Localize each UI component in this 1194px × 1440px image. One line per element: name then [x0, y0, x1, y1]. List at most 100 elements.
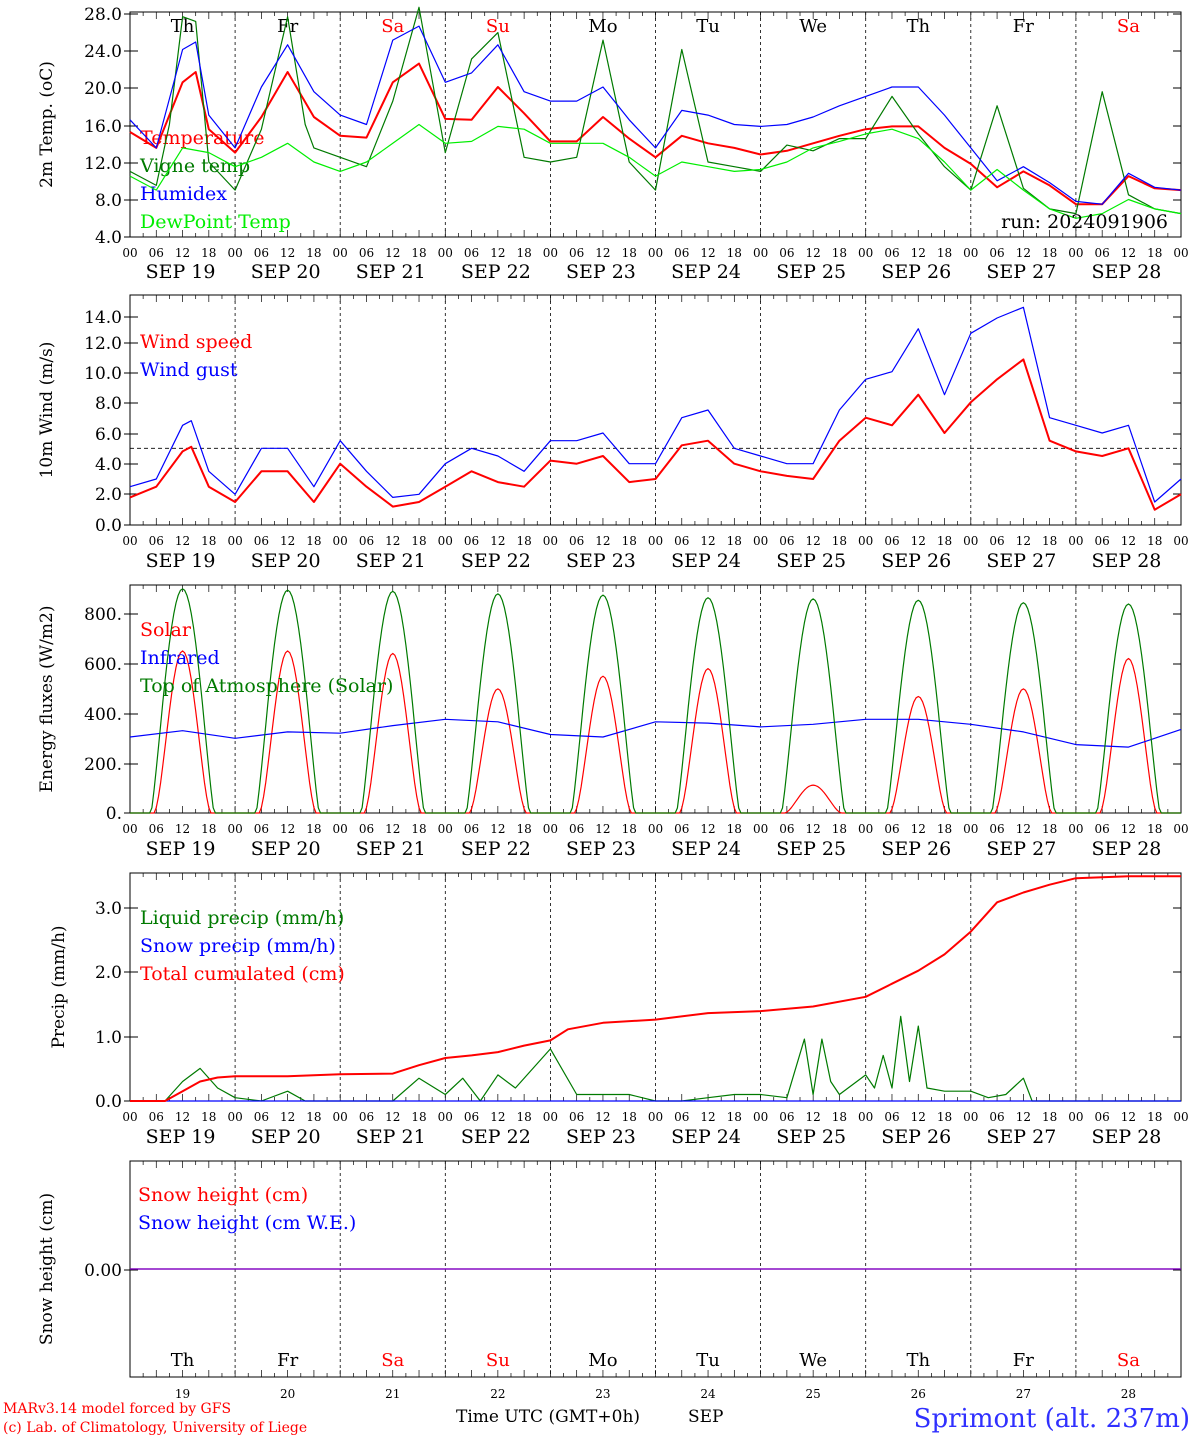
panel-energy: 0. 200. 400. 600. 800. Energy fluxes (W/m2) 00…	[37, 584, 1189, 860]
hour-tick-label: 18	[937, 822, 952, 836]
hour-tick-label: 12	[1121, 822, 1136, 836]
weekday-label: Tu	[696, 1350, 720, 1371]
hour-tick-label: 12	[490, 534, 505, 548]
hour-tick-label: 06	[359, 822, 374, 836]
hour-tick-label: 12	[595, 822, 610, 836]
hour-tick-label: 12	[1121, 1110, 1136, 1124]
weekday-label: We	[799, 1350, 827, 1371]
date-label: SEP 25	[776, 550, 846, 572]
legend-entry: DewPoint Temp	[140, 211, 291, 233]
hour-tick-label: 12	[1121, 534, 1136, 548]
hour-tick-label: 06	[569, 822, 584, 836]
hour-tick-label: 18	[1042, 246, 1057, 260]
y-tick-label: 12.0	[84, 154, 122, 174]
hour-tick-label: 18	[411, 246, 426, 260]
y-tick-label: 4.0	[95, 228, 122, 248]
y-axis-label: Precip (mm/h)	[49, 925, 69, 1048]
series-line-vigne-temp	[129, 6, 1182, 215]
date-label: SEP 24	[671, 550, 741, 572]
hour-tick-label: 06	[779, 246, 794, 260]
hour-tick-label: 12	[280, 246, 295, 260]
hour-tick-label: 18	[516, 1110, 531, 1124]
hour-tick-label: 00	[648, 534, 663, 548]
legend-entry: Snow height (cm)	[138, 1184, 308, 1206]
y-tick-label: 20.0	[84, 79, 122, 99]
date-label: SEP 28	[1092, 261, 1162, 283]
y-tick-label: 6.0	[95, 425, 122, 445]
hour-tick-label: 12	[385, 822, 400, 836]
hour-tick-label: 00	[648, 246, 663, 260]
weekday-label: Sa	[1117, 1350, 1140, 1371]
hour-tick-label: 00	[963, 534, 978, 548]
hour-tick-label: 06	[1095, 534, 1110, 548]
hour-tick-label: 06	[359, 534, 374, 548]
hour-tick-label: 18	[1147, 246, 1162, 260]
date-label: SEP 20	[251, 838, 321, 860]
series-line-top-of-atmosphere-solar-	[130, 588, 1181, 814]
month-label: SEP	[688, 1407, 724, 1427]
hour-tick-label: 06	[1095, 1110, 1110, 1124]
hour-tick-label: 18	[832, 1110, 847, 1124]
hour-tick-label: 06	[674, 246, 689, 260]
date-label: SEP 27	[986, 261, 1056, 283]
y-axis-label: Energy fluxes (W/m2)	[37, 606, 57, 793]
hour-tick-label: 12	[280, 1110, 295, 1124]
legend-entry: Total cumulated (cm)	[140, 963, 345, 985]
y-axis-label: Snow height (cm)	[37, 1193, 57, 1345]
date-label: SEP 20	[251, 1126, 321, 1148]
hour-tick-label: 12	[175, 246, 190, 260]
hour-tick-label: 00	[753, 822, 768, 836]
date-label: SEP 22	[461, 261, 531, 283]
hour-tick-label: 18	[832, 246, 847, 260]
weekday-label: We	[799, 16, 827, 37]
y-axis-label: 10m Wind (m/s)	[37, 342, 57, 479]
y-tick-label: 16.0	[84, 117, 122, 137]
y-tick-label: 10.0	[84, 364, 122, 384]
y-tick-label: 28.0	[84, 5, 122, 25]
hour-tick-label: 12	[700, 822, 715, 836]
y-tick-label: 24.0	[84, 42, 122, 62]
hour-tick-label: 06	[884, 534, 899, 548]
hour-tick-label: 00	[858, 246, 873, 260]
date-label: SEP 23	[566, 1126, 636, 1148]
y-tick-label: 14.0	[84, 308, 122, 328]
hour-tick-label: 06	[464, 246, 479, 260]
y-tick-label: 4.0	[95, 455, 122, 475]
date-label: SEP 19	[146, 1126, 216, 1148]
y-tick-label: 0.0	[95, 516, 122, 536]
hour-tick-label: 00	[1173, 246, 1188, 260]
hour-tick-label: 12	[1016, 534, 1031, 548]
date-label: SEP 22	[461, 1126, 531, 1148]
hour-tick-label: 18	[516, 246, 531, 260]
hour-tick-label: 00	[543, 246, 558, 260]
hour-tick-label: 06	[674, 534, 689, 548]
weekday-label: Fr	[1013, 16, 1034, 37]
hour-tick-label: 00	[333, 822, 348, 836]
weekday-label: Fr	[277, 16, 298, 37]
y-tick-label: 2.0	[95, 485, 122, 505]
weekday-label: Fr	[1013, 1350, 1034, 1371]
day-number-label: 24	[700, 1387, 716, 1401]
weekday-label: Sa	[1117, 16, 1140, 37]
date-label: SEP 26	[881, 550, 951, 572]
weekday-label: Th	[906, 16, 930, 37]
day-number-label: 26	[911, 1387, 926, 1401]
hour-tick-label: 00	[963, 822, 978, 836]
hour-tick-label: 06	[254, 534, 269, 548]
hour-tick-label: 00	[963, 246, 978, 260]
weekday-label: Tu	[696, 16, 720, 37]
hour-tick-label: 12	[806, 246, 821, 260]
legend-entry: Humidex	[140, 183, 227, 205]
hour-tick-label: 00	[648, 1110, 663, 1124]
hour-tick-label: 12	[806, 534, 821, 548]
hour-tick-label: 00	[1068, 822, 1083, 836]
hour-tick-label: 12	[595, 246, 610, 260]
hour-tick-label: 00	[543, 534, 558, 548]
hour-tick-label: 00	[122, 246, 137, 260]
hour-tick-label: 18	[411, 822, 426, 836]
hour-tick-label: 12	[1121, 246, 1136, 260]
y-axis-label: 2m Temp. (oC)	[37, 61, 57, 188]
date-label: SEP 23	[566, 261, 636, 283]
y-tick-label: 200.	[84, 755, 122, 775]
